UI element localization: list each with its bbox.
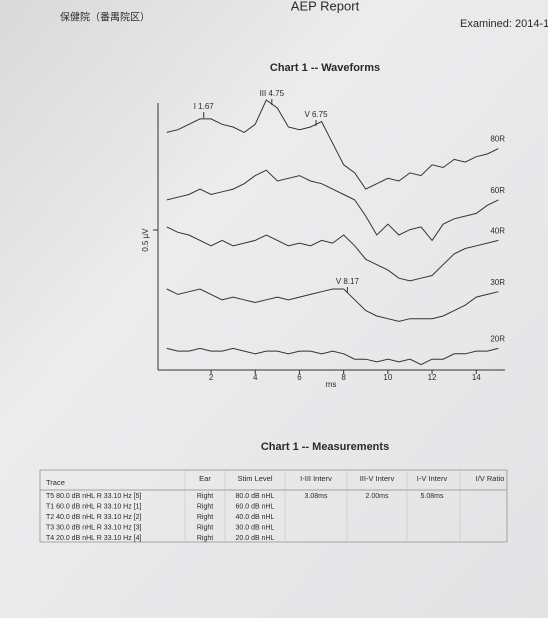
table-cell: 3.08ms	[305, 493, 328, 500]
trace-label: 20R	[490, 335, 505, 344]
peak-label: V 8.17	[336, 277, 360, 286]
x-tick-label: 10	[383, 373, 392, 382]
scale-label: 0.5 µV	[141, 228, 150, 252]
table-cell: 60.0 dB nHL	[236, 503, 275, 510]
table-cell: Right	[197, 514, 213, 521]
waveform	[166, 99, 499, 190]
table-cell: T2 40.0 dB nHL R 33.10 Hz [2]	[46, 514, 142, 521]
peak-label: I 1.67	[194, 102, 215, 111]
trace-label: 80R	[490, 135, 505, 144]
table-cell: 20.0 dB nHL	[236, 535, 275, 542]
table-cell: T5 80.0 dB nHL R 33.10 Hz [5]	[46, 493, 142, 500]
table-border	[39, 469, 508, 543]
table-cell: Right	[197, 535, 213, 542]
x-axis-label: ms	[326, 380, 337, 389]
table-title: Chart 1 -- Measurements	[261, 441, 389, 453]
examined-date: Examined: 2014-1	[460, 18, 548, 30]
x-tick-label: 4	[253, 373, 258, 382]
x-tick-label: 6	[297, 373, 302, 382]
chart-title: Chart 1 -- Waveforms	[270, 62, 380, 74]
table-cell: 30.0 dB nHL	[236, 524, 275, 531]
peak-label: III 4.75	[260, 89, 285, 98]
waveform	[166, 288, 499, 322]
table-header: I/V Ratio	[476, 474, 505, 483]
table-cell: 2.00ms	[366, 493, 389, 500]
table-cell: T1 60.0 dB nHL R 33.10 Hz [1]	[46, 503, 142, 510]
report-title: AEP Report	[291, 0, 360, 13]
x-tick-label: 14	[472, 373, 481, 382]
trace-label: 30R	[490, 278, 505, 287]
hospital-name: 保健院（番禺院区）	[60, 11, 150, 24]
x-tick-label: 2	[209, 373, 214, 382]
table-cell: Right	[197, 493, 213, 500]
table-header: Stim Level	[237, 474, 272, 483]
table-cell: T3 30.0 dB nHL R 33.10 Hz [3]	[46, 524, 142, 531]
peak-label: V 6.75	[304, 110, 328, 119]
table-header: Trace	[46, 478, 65, 487]
table-header: I-III Interv	[300, 474, 332, 483]
x-tick-label: 12	[428, 373, 437, 382]
waveform	[166, 169, 499, 242]
table-cell: T4 20.0 dB nHL R 33.10 Hz [4]	[46, 535, 142, 542]
trace-label: 40R	[490, 227, 505, 236]
table-cell: Right	[197, 524, 213, 531]
table-header: Ear	[199, 474, 211, 483]
x-tick-label: 8	[341, 373, 346, 382]
table-cell: 5.08ms	[421, 493, 444, 500]
trace-label: 60R	[490, 186, 505, 195]
table-cell: Right	[197, 503, 213, 510]
waveform	[166, 347, 499, 366]
table-cell: 40.0 dB nHL	[236, 514, 275, 521]
waveform	[166, 226, 499, 282]
table-header: III-V Interv	[360, 474, 395, 483]
table-header: I-V Interv	[417, 474, 448, 483]
table-cell: 80.0 dB nHL	[236, 493, 275, 500]
